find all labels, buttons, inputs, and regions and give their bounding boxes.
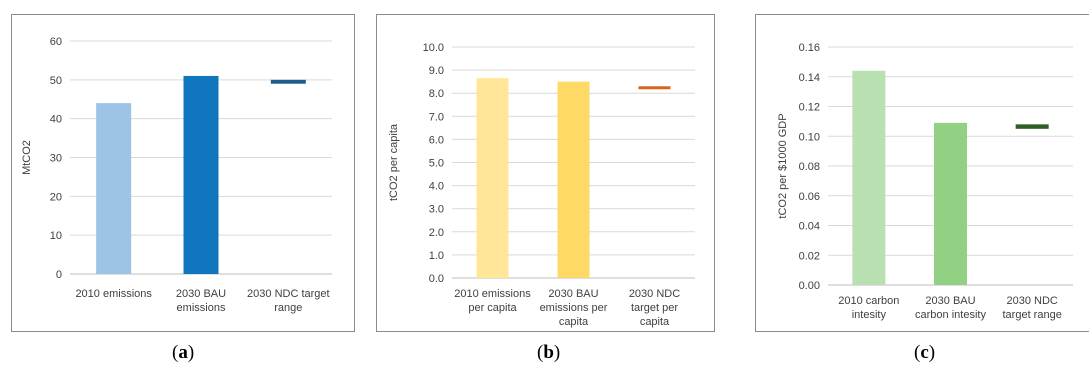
x-category-label: intesity	[852, 309, 887, 321]
x-category-label: per capita	[468, 302, 517, 314]
y-tick-label: 5.0	[429, 158, 444, 170]
x-category-label: capita	[640, 316, 670, 328]
x-category-label: 2030 BAU	[925, 295, 975, 307]
y-tick-label: 0.06	[799, 191, 820, 203]
y-axis-label: tCO2 per capita	[388, 123, 400, 201]
y-tick-label: 0.02	[799, 250, 820, 262]
target-range-marker	[638, 86, 671, 90]
y-tick-label: 0	[56, 269, 62, 281]
bar	[557, 81, 590, 279]
bar	[96, 103, 132, 274]
y-tick-label: 0.00	[799, 280, 820, 292]
x-category-label: 2030 BAU	[176, 288, 226, 300]
y-tick-label: 0.08	[799, 161, 820, 173]
y-tick-label: 60	[50, 36, 62, 48]
y-tick-label: 1.0	[429, 250, 444, 262]
bar	[183, 75, 219, 274]
y-tick-label: 10	[50, 230, 62, 242]
y-tick-label: 40	[50, 114, 62, 126]
chart-panel-a: 0 10 20 30 40 50 60 MtCO2 2010 emissions 2030 BAU…	[11, 14, 355, 332]
target-range-marker	[1015, 124, 1049, 129]
caption-b: (b)	[537, 342, 561, 363]
bar	[934, 122, 967, 285]
x-category-label: 2010 emissions	[75, 288, 152, 300]
x-category-label: target range	[1003, 309, 1062, 321]
bar	[852, 70, 886, 285]
chart-panel-b: 0.0 1.0 2.0 3.0 4.0 5.0 6.0 7.0 8.0 9.0 10.0 tCO2 p…	[376, 14, 715, 332]
y-tick-label: 3.0	[429, 204, 444, 216]
y-tick-label: 0.14	[799, 72, 820, 84]
x-category-label: 2030 NDC target	[247, 288, 330, 300]
y-tick-label: 0.0	[429, 273, 444, 285]
x-category-label: 2030 BAU	[548, 288, 598, 300]
bar	[476, 78, 509, 278]
x-category-label: carbon intesity	[915, 309, 986, 321]
y-tick-label: 0.10	[799, 131, 820, 143]
caption-c-letter: c	[920, 342, 929, 363]
y-tick-label: 4.0	[429, 181, 444, 193]
x-category-label: 2010 emissions	[454, 288, 531, 300]
y-tick-label: 6.0	[429, 134, 444, 146]
chart-panel-c: 0.00 0.02 0.04 0.06 0.08 0.10 0.12 0.14 0.16 tCO2…	[755, 14, 1089, 332]
y-tick-label: 0.16	[799, 42, 820, 54]
x-category-label: emissions per	[540, 302, 608, 314]
x-category-label: capita	[559, 316, 589, 328]
chart-svg-c: 0.00 0.02 0.04 0.06 0.08 0.10 0.12 0.14 0.16 tCO2…	[777, 42, 1073, 321]
caption-a: (a)	[172, 342, 195, 363]
x-category-label: 2030 NDC	[1006, 295, 1057, 307]
chart-svg-b: 0.0 1.0 2.0 3.0 4.0 5.0 6.0 7.0 8.0 9.0 10.0 tCO2 p…	[388, 42, 695, 328]
x-category-label: 2030 NDC	[629, 288, 680, 300]
caption-c: (c)	[914, 342, 936, 363]
chart-svg-a: 0 10 20 30 40 50 60 MtCO2 2010 emissions 2030 BAU…	[21, 36, 332, 314]
y-tick-label: 7.0	[429, 111, 444, 123]
x-category-label: 2010 carbon	[838, 295, 899, 307]
y-tick-label: 20	[50, 191, 62, 203]
y-tick-label: 0.04	[799, 221, 820, 233]
y-tick-label: 8.0	[429, 88, 444, 100]
y-axis-label: MtCO2	[21, 140, 33, 175]
y-tick-label: 10.0	[423, 42, 444, 54]
y-axis-label: tCO2 per $1000 GDP	[777, 113, 789, 218]
y-tick-label: 50	[50, 75, 62, 87]
caption-b-letter: b	[543, 342, 554, 363]
y-tick-label: 0.12	[799, 102, 820, 114]
x-category-label: range	[274, 302, 302, 314]
target-range-marker	[270, 79, 306, 84]
x-category-label: target per	[631, 302, 678, 314]
y-tick-label: 2.0	[429, 227, 444, 239]
y-tick-label: 9.0	[429, 65, 444, 77]
y-tick-label: 30	[50, 153, 62, 165]
x-category-label: emissions	[177, 302, 226, 314]
caption-a-letter: a	[178, 342, 188, 363]
